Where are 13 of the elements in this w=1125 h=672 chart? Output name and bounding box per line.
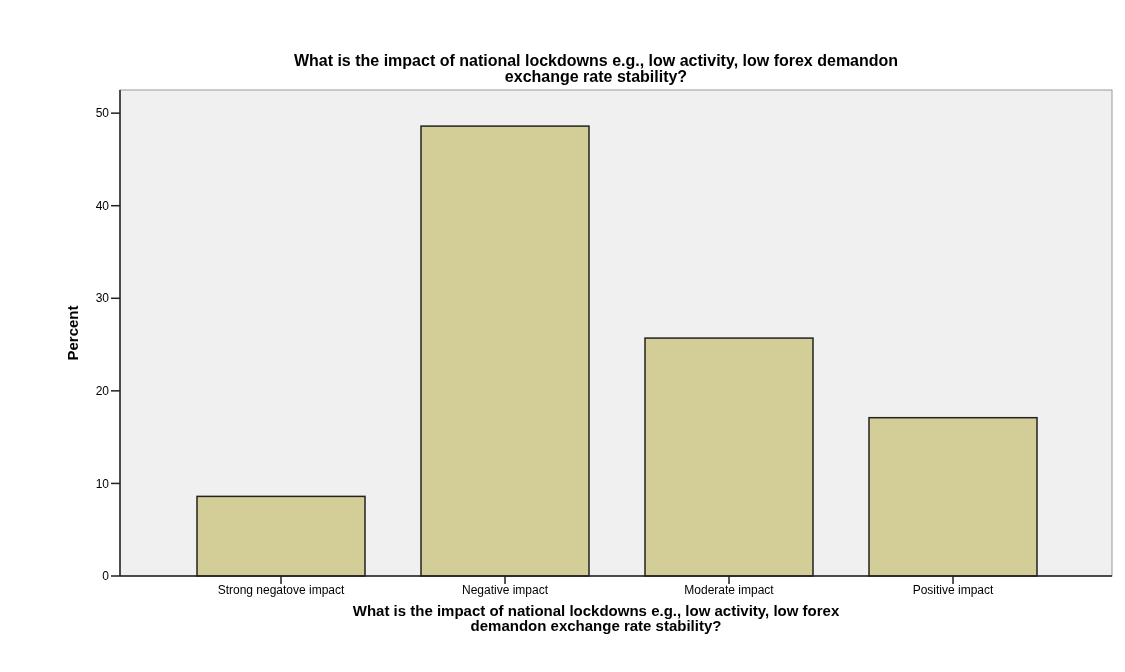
x-tick-label: Negative impact bbox=[461, 583, 549, 597]
x-tick-label: Strong negatove impact bbox=[217, 583, 346, 597]
y-axis-title: Percent bbox=[64, 305, 81, 361]
chart-title: What is the impact of national lockdowns e.g., low activity, low forex demandon exchange rate stability? bbox=[293, 52, 899, 85]
y-tick-label: 40 bbox=[95, 198, 110, 213]
x-axis-title: What is the impact of national lockdowns e.g., low activity, low forex demandon exchange rate stability? bbox=[352, 602, 840, 634]
y-tick-label: 0 bbox=[102, 569, 110, 584]
y-tick-label: 10 bbox=[95, 476, 110, 491]
x-tick-label: Moderate impact bbox=[684, 583, 775, 597]
y-tick-label: 30 bbox=[95, 291, 110, 306]
x-tick-label: Positive impact bbox=[912, 583, 995, 597]
y-tick-label: 50 bbox=[95, 106, 110, 121]
y-tick-label: 20 bbox=[95, 384, 110, 399]
